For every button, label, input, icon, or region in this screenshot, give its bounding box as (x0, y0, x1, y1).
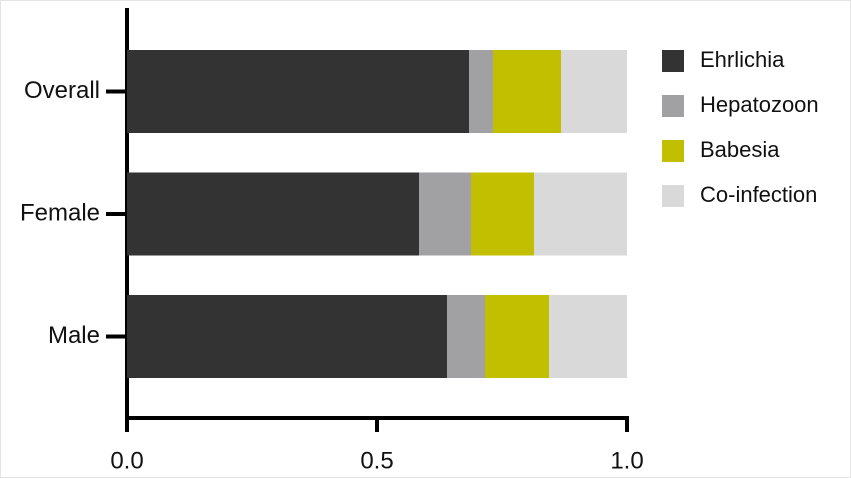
bar-segment (469, 50, 493, 133)
y-tick-label: Overall (24, 77, 100, 104)
legend-label: Babesia (700, 137, 780, 162)
bar-segment (561, 50, 627, 133)
legend-label: Co-infection (700, 182, 817, 207)
bar-segment (493, 50, 561, 133)
legend-swatch (662, 95, 684, 117)
bar-segment (127, 172, 419, 256)
legend-swatch (662, 185, 684, 207)
y-tick-label: Male (48, 322, 100, 349)
bar-segment (447, 295, 485, 378)
bar-segment (471, 172, 534, 256)
bar-segment (485, 295, 549, 378)
legend-label: Hepatozoon (700, 92, 819, 117)
x-tick-label: 0.5 (360, 447, 393, 474)
bar-segment (549, 295, 627, 378)
legend-label: Ehrlichia (700, 47, 785, 72)
bar-segment (534, 172, 627, 256)
bar-segment (127, 295, 447, 378)
y-tick-label: Female (20, 199, 100, 226)
x-tick-label: 1.0 (610, 447, 643, 474)
x-tick-label: 0.0 (110, 447, 143, 474)
legend-swatch (662, 140, 684, 162)
legend-swatch (662, 50, 684, 72)
bar-segment (127, 50, 469, 133)
bar-segment (419, 172, 471, 256)
